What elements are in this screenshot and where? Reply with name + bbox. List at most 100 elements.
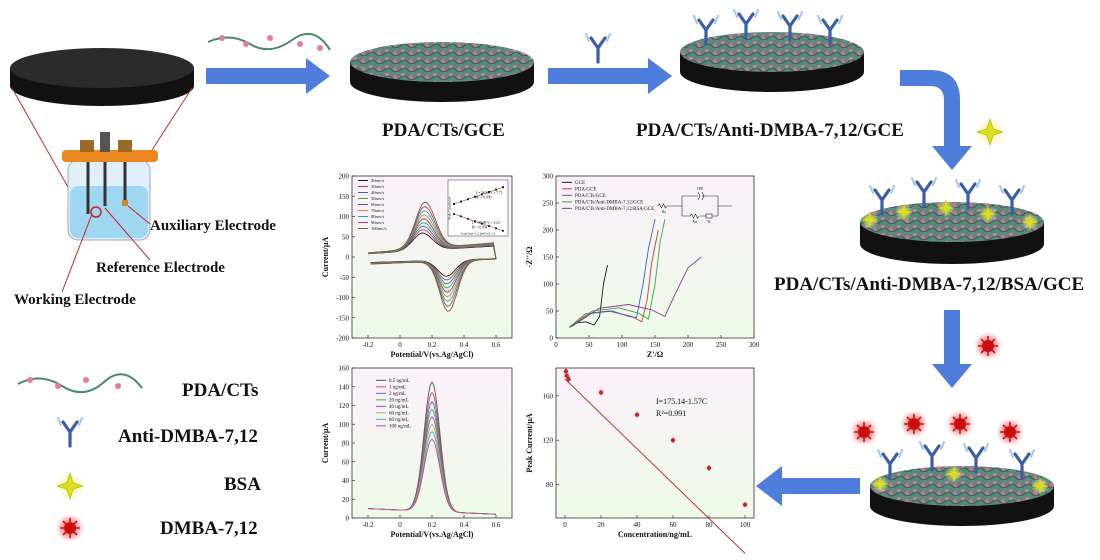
legend-entry: PDA/CTs/Anti-DMBA-7,12/BSA/GCE (575, 207, 654, 212)
reference-electrode-label: Reference Electrode (96, 260, 225, 276)
process-arrows (206, 58, 972, 506)
legend-entry: 100mv/s (371, 226, 387, 231)
legend-dmba-icon (55, 513, 85, 543)
y-tick-label: 0 (346, 515, 350, 523)
x-tick-label: 80 (706, 521, 714, 529)
working-electrode-label: Working Electrode (14, 292, 136, 308)
circuit-label: W (707, 220, 711, 224)
y-tick-label: -200 (336, 335, 349, 343)
y-tick-label: 80 (342, 440, 350, 448)
legend-antibody-icon (56, 416, 84, 448)
bsa-electrode (860, 176, 1044, 264)
y-axis-label: Current/μA (321, 237, 330, 278)
dpv-chart: -0.2 0 0.2 0.4 0.6 0 20 40 60 80 100 120 140 160 Poten… (321, 365, 513, 539)
bare-electrode-disk (10, 48, 194, 106)
y-axis-label: Peak Current/μA (525, 413, 534, 472)
r-squared-label: R²=0.991 (656, 409, 686, 418)
inset-r2-label: R² = 0.994 (472, 226, 488, 230)
inset-point (452, 212, 456, 216)
bsa-reagent-icon (975, 117, 1005, 147)
step-label-antibody: PDA/CTs/Anti-DMBA-7,12/GCE (636, 120, 904, 141)
x-tick-label: 0.4 (460, 521, 469, 529)
dmba-electrode (849, 409, 1054, 526)
x-tick-label: 0.6 (492, 341, 501, 349)
warburg-symbol (705, 213, 713, 219)
y-tick-label: -50 (340, 274, 350, 282)
step-label-pda-cts: PDA/CTs/GCE (382, 120, 505, 141)
legend-entry: 80 ng/mL (389, 418, 409, 423)
inset-point (481, 193, 483, 196)
x-tick-label: 0.2 (428, 341, 437, 349)
inset-r2-label: R² = 0.990 (476, 196, 492, 200)
x-tick-label: -0.2 (362, 341, 374, 349)
legend-entry: 0.5 ng/mL (389, 379, 410, 384)
inset-point (480, 222, 484, 225)
y-axis-label: Current/μA (321, 423, 330, 464)
x-tick-label: 150 (650, 341, 661, 349)
inset-fit-label: I = 26.92 V + 7.71 (476, 191, 503, 195)
data-point (563, 369, 569, 374)
y-tick-label: 50 (342, 233, 350, 241)
x-tick-label: 0 (398, 341, 402, 349)
step-label-bsa: PDA/CTs/Anti-DMBA-7,12/BSA/GCE (774, 274, 1085, 295)
x-tick-label: 250 (716, 341, 727, 349)
legend-entry: PDA/GCE (575, 188, 596, 193)
fit-equation-label: I=175.14-1.57C (656, 397, 707, 406)
cv-series-line (367, 201, 497, 312)
data-point (634, 412, 640, 417)
inset-point (488, 191, 490, 193)
legend-entry: 100 ng/mL (389, 425, 411, 430)
auxiliary-electrode-label: Auxiliary Electrode (150, 218, 276, 234)
y-tick-label: -100 (336, 294, 349, 302)
x-tick-label: 60 (670, 521, 678, 529)
cv-chart: -0.2 0 0.2 0.4 0.6 -200 -150 -100 -50 0 50 100 150 20… (321, 173, 513, 359)
legend-entry: PDA/CTs/Anti-DMBA-7,12/GCE (575, 201, 643, 206)
rs-symbol (657, 203, 672, 209)
antibody-electrode (680, 8, 864, 92)
legend-label-dmba: DMBA-7,12 (160, 518, 258, 539)
electrode-pointer-lines (61, 205, 151, 293)
data-point (742, 502, 748, 507)
legend-entry: 40mv/s (371, 190, 385, 195)
y-tick-label: 140 (339, 383, 350, 391)
y-tick-label: 50 (546, 308, 554, 316)
inset-point (467, 198, 469, 201)
x-tick-label: 100 (617, 341, 628, 349)
y-tick-label: 160 (543, 392, 554, 400)
x-axis-label: Potential/V(vs.Ag/AgCl) (391, 350, 474, 359)
x-tick-label: 0.6 (492, 521, 501, 529)
y-tick-label: 60 (342, 458, 350, 466)
x-tick-label: 0 (563, 521, 567, 529)
y-tick-label: 300 (543, 173, 554, 181)
fit-line (564, 378, 746, 554)
inset-point (502, 186, 504, 189)
legend-entry: 20 ng/mL (389, 399, 409, 404)
legend-entry: 50mv/s (371, 196, 385, 201)
rct-symbol (689, 213, 700, 219)
x-tick-label: 300 (749, 341, 760, 349)
legend-bsa-icon (55, 471, 85, 501)
eis-series-line (570, 219, 666, 327)
inset-point (501, 229, 505, 232)
legend-label-antibody: Anti-DMBA-7,12 (118, 426, 258, 447)
inset-fit-top (453, 186, 504, 205)
cpe-symbol (697, 191, 705, 201)
antibody-reagent-icon (584, 32, 612, 64)
inset-point (494, 227, 498, 230)
x-tick-label: 0.4 (460, 341, 469, 349)
legend-label-pda-cts: PDA/CTs (182, 380, 259, 401)
inset-fit-bottom (453, 213, 504, 232)
data-point (598, 390, 604, 395)
x-tick-label: 0.2 (428, 521, 437, 529)
x-tick-label: 200 (683, 341, 694, 349)
pda-cts-strand-icon (207, 32, 331, 51)
x-tick-label: 0 (398, 521, 402, 529)
legend-entry: 40 ng/mL (389, 405, 409, 410)
inset-point (453, 203, 455, 205)
y-tick-label: 100 (339, 421, 350, 429)
inset-fit-label: I = -30.89 V + 3.23 (472, 221, 500, 225)
circuit-label: Rct (693, 220, 698, 224)
legend-entry: 2 ng/mL (389, 392, 406, 397)
y-tick-label: 200 (543, 227, 554, 235)
legend-entry: GCE (575, 181, 585, 186)
